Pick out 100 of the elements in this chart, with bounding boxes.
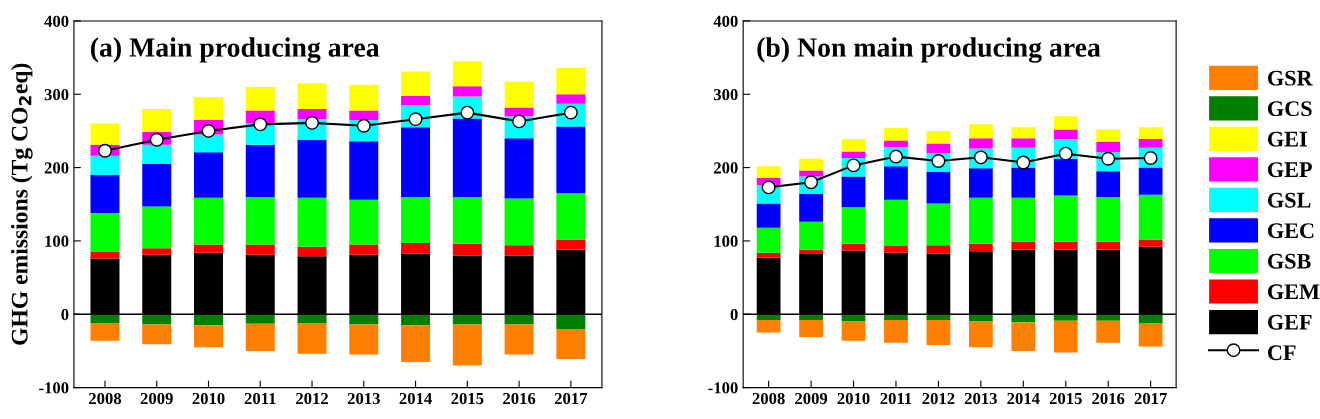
bar	[349, 199, 379, 245]
bar	[297, 246, 327, 257]
legend-label: GEP	[1267, 162, 1312, 178]
bar	[926, 143, 951, 153]
bar	[194, 325, 223, 348]
bar	[799, 221, 823, 250]
bar	[401, 243, 431, 254]
bar	[297, 83, 327, 109]
bar	[504, 324, 534, 355]
x-tick-label: 2008	[89, 392, 122, 405]
point	[149, 132, 164, 147]
bar	[245, 244, 275, 255]
bar	[968, 138, 993, 149]
bar	[884, 166, 908, 200]
bar	[245, 323, 275, 351]
x-tick-label: 2014	[399, 392, 432, 405]
x-tick-label: 2015	[451, 392, 484, 405]
bar	[1096, 171, 1121, 197]
bar	[1011, 197, 1036, 242]
bar	[504, 314, 534, 325]
bar	[90, 123, 120, 145]
bar	[1053, 195, 1078, 242]
text: (b) Non main producing area	[757, 37, 1101, 63]
bar	[297, 139, 327, 198]
bar	[1138, 323, 1163, 347]
legend-label: GCS	[1267, 101, 1312, 117]
x-tick-label: 2015	[1049, 392, 1082, 405]
bar	[142, 248, 172, 255]
bar	[90, 213, 120, 252]
legend-label: CF	[1267, 345, 1296, 361]
bar	[1053, 116, 1078, 130]
bar	[194, 244, 223, 253]
bar	[349, 110, 379, 120]
bar	[142, 314, 172, 325]
x-tick-label: 2017	[554, 392, 588, 405]
bar	[401, 314, 431, 326]
y-tick-label: 100	[45, 235, 69, 247]
bar	[349, 244, 379, 255]
y-tick-label: 200	[714, 162, 738, 174]
x-tick-label: 2010	[192, 392, 225, 405]
bar	[401, 127, 431, 197]
bar	[1138, 239, 1163, 247]
bar	[1053, 158, 1078, 196]
bar	[1096, 129, 1121, 142]
legend-label: GEC	[1267, 223, 1314, 239]
bar	[841, 139, 866, 152]
bar	[884, 246, 908, 253]
bar	[142, 324, 172, 345]
y-tick-label: 300	[44, 88, 69, 101]
bar	[756, 320, 781, 333]
bar	[452, 196, 482, 244]
bar	[245, 196, 275, 245]
y-tick-label: 0	[730, 308, 738, 321]
bar	[504, 245, 534, 256]
x-tick-label: 2016	[503, 392, 536, 405]
bar	[968, 124, 993, 139]
bar	[1011, 167, 1036, 198]
bar	[926, 130, 951, 144]
x-tick-label: 2014	[1007, 392, 1040, 405]
bar	[194, 97, 223, 120]
bar	[799, 249, 823, 255]
legend-label: GSR	[1267, 70, 1313, 86]
x-tick-label: 2012	[296, 392, 328, 405]
bar	[756, 166, 781, 178]
bar	[349, 141, 379, 200]
x-tick-label: 2008	[752, 392, 785, 405]
bar	[504, 81, 534, 108]
bar	[1011, 138, 1036, 148]
bar	[926, 320, 951, 346]
x-tick-label: 2009	[140, 392, 173, 405]
bar	[452, 314, 482, 325]
bar	[452, 118, 482, 197]
bar	[452, 86, 482, 97]
bar	[1053, 320, 1078, 353]
bar	[841, 207, 866, 244]
bar	[841, 321, 866, 341]
bar	[556, 314, 586, 329]
bar	[556, 193, 586, 240]
bar	[504, 107, 534, 117]
legend-label: GSL	[1267, 192, 1311, 208]
y-tick-label: 300	[713, 88, 738, 101]
bar	[1011, 127, 1036, 139]
bar	[194, 314, 223, 326]
bar	[452, 324, 482, 366]
y-tick-label: 400	[713, 15, 738, 27]
bar	[884, 140, 908, 148]
bar	[556, 239, 586, 250]
y-tick-label: 200	[44, 162, 69, 174]
x-tick-label: 2009	[795, 392, 828, 405]
bar	[142, 144, 172, 164]
bar	[884, 128, 908, 141]
bar	[452, 61, 482, 87]
bar	[1096, 196, 1121, 242]
bar	[1011, 241, 1036, 250]
legend-label: GEM	[1267, 284, 1320, 300]
bar	[194, 134, 223, 153]
bar	[194, 197, 223, 245]
bar	[1138, 139, 1163, 148]
y-tick-label: -100	[39, 382, 69, 394]
bar	[799, 194, 823, 222]
